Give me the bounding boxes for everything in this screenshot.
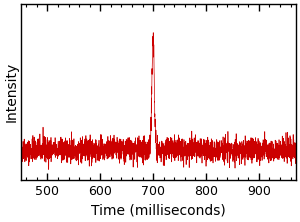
X-axis label: Time (milliseconds): Time (milliseconds) — [91, 204, 226, 218]
Y-axis label: Intensity: Intensity — [4, 62, 18, 122]
